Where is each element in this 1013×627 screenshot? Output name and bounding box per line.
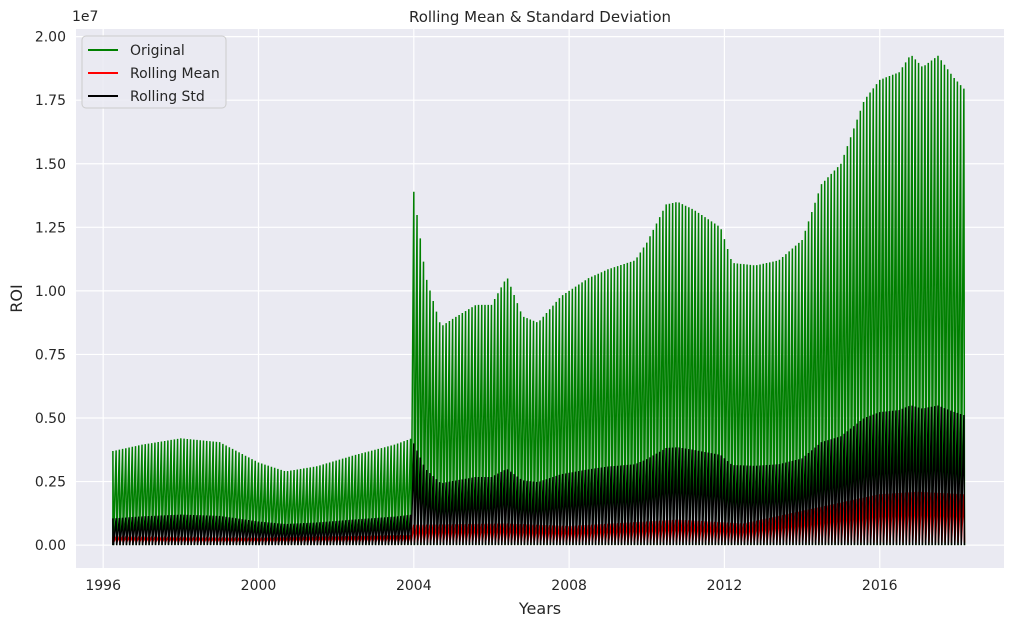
y-tick-label: 1.00 [35, 284, 66, 300]
x-tick-label: 2012 [707, 578, 743, 594]
legend-label: Rolling Std [130, 89, 205, 105]
y-tick-label: 0.00 [35, 538, 66, 554]
y-tick-labels: 0.00 0.25 0.50 0.75 1.00 1.25 1.50 1.75 2.00 [35, 30, 66, 554]
legend-label: Original [130, 43, 185, 59]
x-tick-label: 2008 [551, 578, 587, 594]
y-tick-label: 1.50 [35, 157, 66, 173]
y-tick-label: 0.25 [35, 475, 66, 491]
y-tick-label: 2.00 [35, 30, 66, 46]
legend: Original Rolling Mean Rolling Std [81, 35, 227, 109]
x-tick-label: 1996 [85, 578, 121, 594]
x-tick-label: 2004 [396, 578, 432, 594]
series-rolling-std [112, 405, 966, 546]
y-axis-label: ROI [7, 284, 26, 312]
series-layer [112, 55, 966, 546]
y-tick-label: 0.50 [35, 411, 66, 427]
x-tick-label: 2000 [241, 578, 277, 594]
x-tick-label: 2016 [862, 578, 898, 594]
x-axis-label: Years [518, 599, 561, 618]
y-offset-label: 1e7 [72, 9, 98, 25]
x-tick-labels: 1996 2000 2004 2008 2012 2016 [85, 578, 897, 594]
legend-label: Rolling Mean [130, 66, 220, 82]
chart-title: Rolling Mean & Standard Deviation [409, 8, 671, 26]
y-tick-label: 1.25 [35, 220, 66, 236]
y-tick-label: 1.75 [35, 93, 66, 109]
legend-box [81, 35, 227, 109]
y-tick-label: 0.75 [35, 347, 66, 363]
